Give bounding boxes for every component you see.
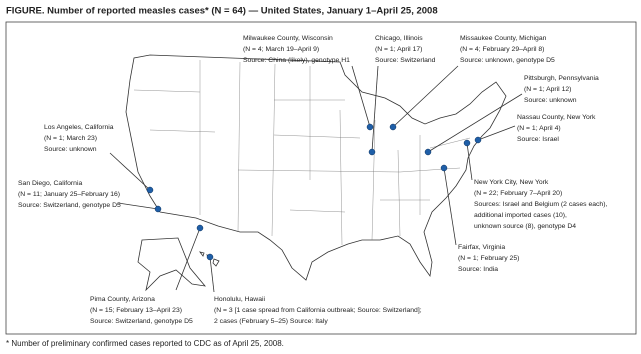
annotation-line: Source: Switzerland, genotype D5 (18, 202, 121, 209)
annotation-line: Missaukee County, Michigan (460, 35, 547, 42)
annotation-line: Nassau County, New York (517, 114, 596, 121)
case-dot (366, 123, 374, 131)
annotation-line: (N = 11; January 25–February 16) (18, 191, 120, 198)
case-dot (196, 224, 204, 232)
annotation-line: Los Angeles, California (44, 124, 114, 131)
annotation-line: Source: India (458, 266, 498, 273)
annotation-line: Pittsburgh, Pennsylvania (524, 75, 599, 82)
annotation-line: Source: unknown (44, 146, 97, 153)
annotation-line: unknown source (8), genotype D4 (474, 223, 576, 230)
annotation-line: Honolulu, Hawaii (214, 296, 265, 303)
case-dot (440, 164, 448, 172)
annotation-line: Source: unknown, genotype D5 (460, 57, 555, 64)
annotation-line: Source: Switzerland (375, 57, 436, 64)
footnote: * Number of preliminary confirmed cases … (6, 339, 284, 348)
leader-line (466, 142, 473, 181)
leader-line (392, 65, 459, 128)
annotation-line: 2 cases (February 5–25) Source: Italy (214, 318, 328, 325)
annotation-line: Chicago, Illinois (375, 35, 423, 42)
annotation-line: Source: China (likely), genotype H1 (243, 57, 350, 64)
leader-line (117, 202, 159, 210)
leader-line (443, 167, 457, 246)
leader-line (427, 93, 523, 153)
leader-line (175, 227, 201, 291)
state-lines (133, 60, 471, 246)
annotation-line: Milwaukee County, Wisconsin (243, 35, 333, 42)
case-dot (389, 123, 397, 131)
annotation-line: (N = 1; March 23) (44, 135, 97, 142)
annotation-line: (N = 4; February 29–April 8) (460, 46, 544, 53)
annotation-line: additional imported cases (10), (474, 212, 567, 219)
annotation-line: (N = 1; April 17) (375, 46, 422, 53)
annotation-line: (N = 4; March 19–April 9) (243, 46, 319, 53)
leader-line (209, 256, 215, 293)
case-dot (474, 136, 482, 144)
annotations: Milwaukee County, Wisconsin (N = 4; March… (18, 35, 607, 325)
case-dot (146, 186, 154, 194)
case-dot (424, 148, 432, 156)
case-dot (368, 148, 376, 156)
case-dot (206, 253, 214, 261)
leader-line (351, 65, 371, 128)
frame (5, 21, 637, 335)
figure-title: FIGURE. Number of reported measles cases… (6, 6, 438, 17)
case-dot (463, 139, 471, 147)
annotation-line: San Diego, California (18, 180, 82, 187)
us-map (125, 54, 507, 292)
alaska (137, 237, 206, 292)
annotation-line: (N = 3 [1 case spread from California ou… (214, 307, 422, 314)
annotation-line: Source: Israel (517, 136, 559, 143)
leader-line (477, 125, 516, 141)
annotation-line: (N = 1; February 25) (458, 255, 519, 262)
leader-line (109, 152, 151, 191)
annotation-line: (N = 22; February 7–April 20) (474, 190, 562, 197)
annotation-line: Pima County, Arizona (90, 296, 155, 303)
leader-line (371, 65, 379, 153)
case-dot (154, 205, 162, 213)
annotation-line: (N = 15; February 13–April 23) (90, 307, 182, 314)
annotation-line: Sources: Israel and Belgium (2 cases eac… (474, 201, 607, 208)
annotation-line: New York City, New York (474, 179, 549, 186)
annotation-line: (N = 1; April 4) (517, 125, 561, 132)
contiguous-us (125, 54, 507, 281)
annotation-line: Fairfax, Virginia (458, 244, 505, 251)
annotation-line: Source: Switzerland, genotype D5 (90, 318, 193, 325)
annotation-line: Source: unknown (524, 97, 577, 104)
annotation-line: (N = 1; April 12) (524, 86, 571, 93)
